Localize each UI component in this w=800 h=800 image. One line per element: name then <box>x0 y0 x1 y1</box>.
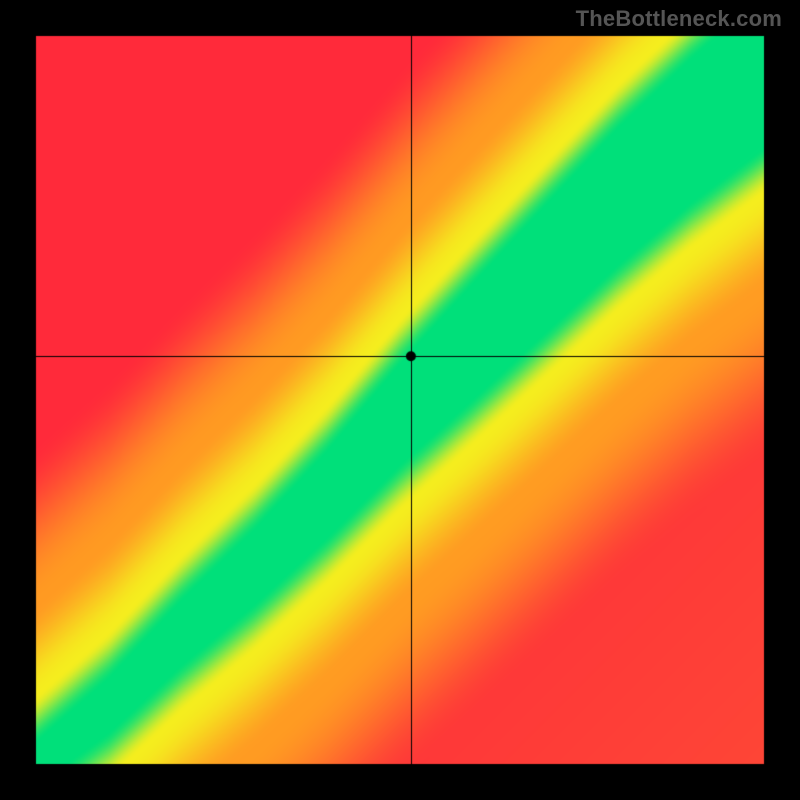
chart-container: TheBottleneck.com <box>0 0 800 800</box>
watermark-text: TheBottleneck.com <box>576 6 782 32</box>
bottleneck-heatmap <box>0 0 800 800</box>
